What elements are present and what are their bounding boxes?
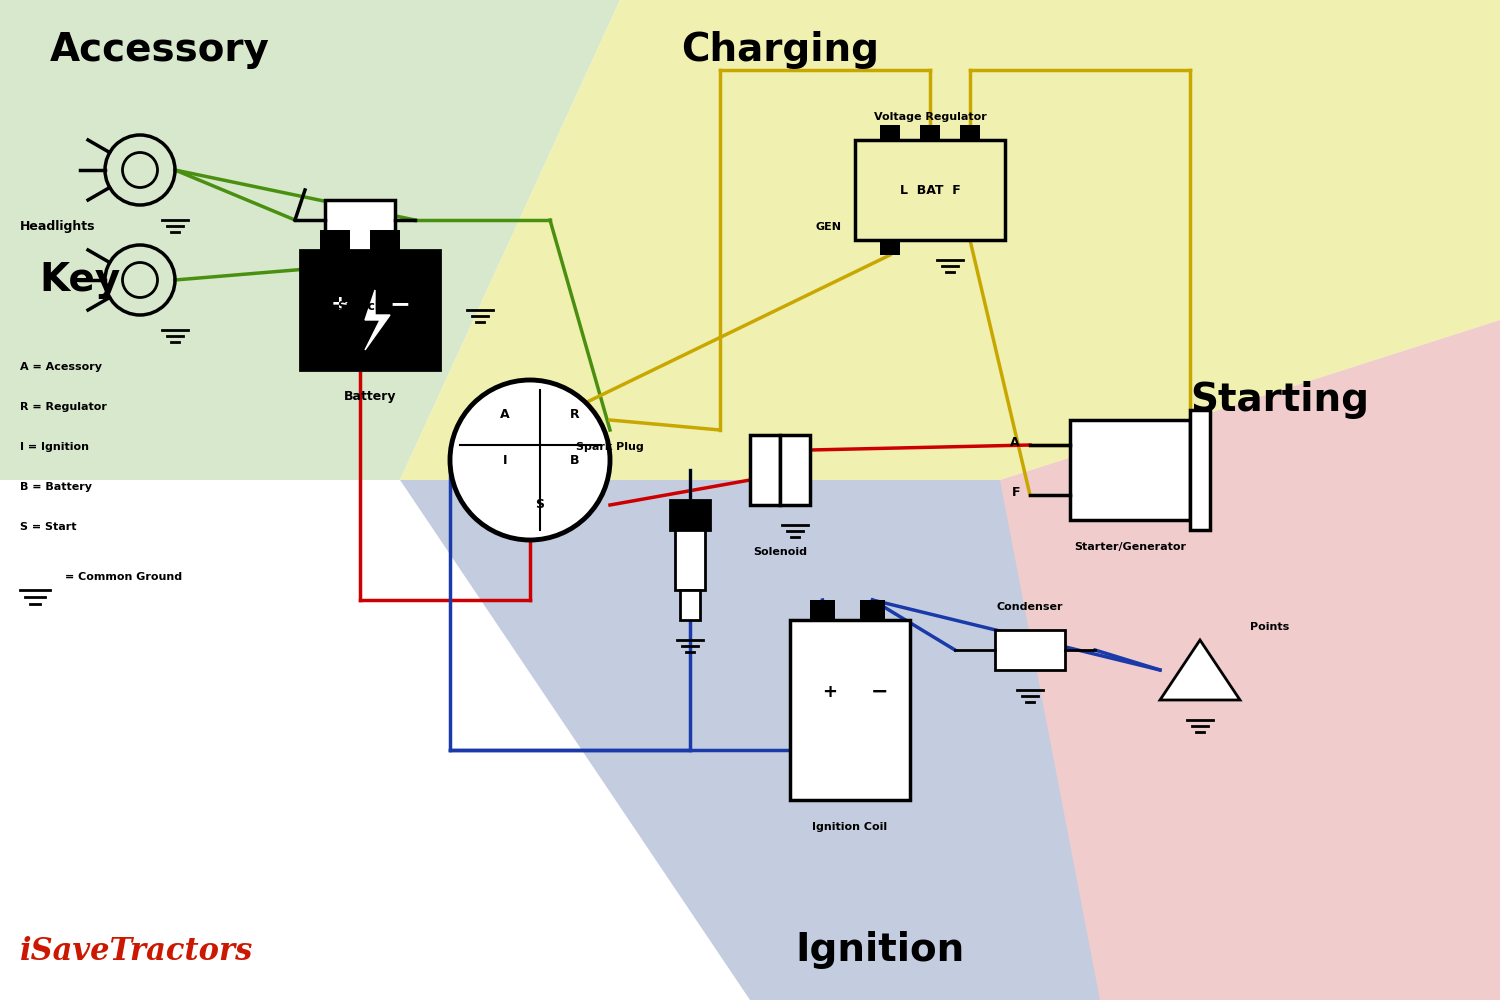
- Text: Spark Plug: Spark Plug: [576, 442, 644, 452]
- Bar: [994, 630, 1065, 670]
- Text: Voltage Regulator: Voltage Regulator: [873, 112, 987, 122]
- Polygon shape: [1160, 640, 1240, 700]
- Text: Starting: Starting: [1191, 381, 1370, 419]
- Text: +: +: [330, 294, 350, 314]
- Text: S = Start: S = Start: [20, 522, 76, 532]
- Text: Ignition Coil: Ignition Coil: [813, 822, 888, 832]
- Text: A = Acessory: A = Acessory: [20, 362, 102, 372]
- Bar: [680, 590, 700, 620]
- Text: Key: Key: [39, 261, 120, 299]
- Text: I = Ignition: I = Ignition: [20, 442, 88, 452]
- Polygon shape: [0, 480, 400, 1000]
- Text: iSaveTractors: iSaveTractors: [20, 936, 254, 967]
- Polygon shape: [750, 320, 1500, 1000]
- Text: Switch: Switch: [336, 300, 384, 313]
- Text: A: A: [1011, 436, 1020, 448]
- Text: +: +: [822, 683, 837, 701]
- Text: I: I: [503, 454, 507, 466]
- Bar: [370, 230, 400, 250]
- Text: Ignition: Ignition: [795, 931, 964, 969]
- Text: B = Battery: B = Battery: [20, 482, 92, 492]
- Text: R: R: [570, 408, 580, 422]
- Bar: [320, 230, 350, 250]
- Text: Headlights: Headlights: [20, 220, 96, 233]
- Bar: [1070, 420, 1190, 520]
- Circle shape: [450, 380, 610, 540]
- Polygon shape: [400, 0, 1500, 480]
- Bar: [300, 250, 439, 370]
- Text: GEN: GEN: [815, 222, 842, 232]
- Bar: [675, 530, 705, 590]
- Text: F: F: [1011, 486, 1020, 498]
- Text: −: −: [871, 682, 888, 702]
- Text: Points: Points: [1251, 622, 1290, 632]
- Text: L  BAT  F: L BAT F: [900, 184, 960, 196]
- Polygon shape: [400, 480, 1100, 1000]
- Bar: [326, 200, 394, 280]
- Bar: [859, 600, 885, 620]
- Polygon shape: [0, 0, 620, 480]
- Polygon shape: [364, 290, 390, 350]
- Text: Battery: Battery: [344, 390, 396, 403]
- Bar: [960, 125, 980, 140]
- Bar: [780, 435, 810, 505]
- Bar: [880, 125, 900, 140]
- Bar: [855, 140, 1005, 240]
- Text: Accessory: Accessory: [50, 31, 270, 69]
- Text: B: B: [570, 454, 579, 466]
- Bar: [750, 435, 780, 505]
- Bar: [810, 600, 836, 620]
- Text: A: A: [500, 408, 510, 422]
- Bar: [920, 125, 940, 140]
- Text: = Common Ground: = Common Ground: [64, 572, 182, 582]
- Bar: [880, 240, 900, 255]
- Text: Solenoid: Solenoid: [753, 547, 807, 557]
- Text: R = Regulator: R = Regulator: [20, 402, 106, 412]
- Text: Condenser: Condenser: [996, 602, 1064, 612]
- Bar: [790, 620, 910, 800]
- Text: −: −: [390, 292, 411, 316]
- Bar: [670, 500, 710, 530]
- Text: Charging: Charging: [681, 31, 879, 69]
- Text: S: S: [536, 498, 544, 512]
- Text: Starter/Generator: Starter/Generator: [1074, 542, 1186, 552]
- Bar: [1190, 410, 1210, 530]
